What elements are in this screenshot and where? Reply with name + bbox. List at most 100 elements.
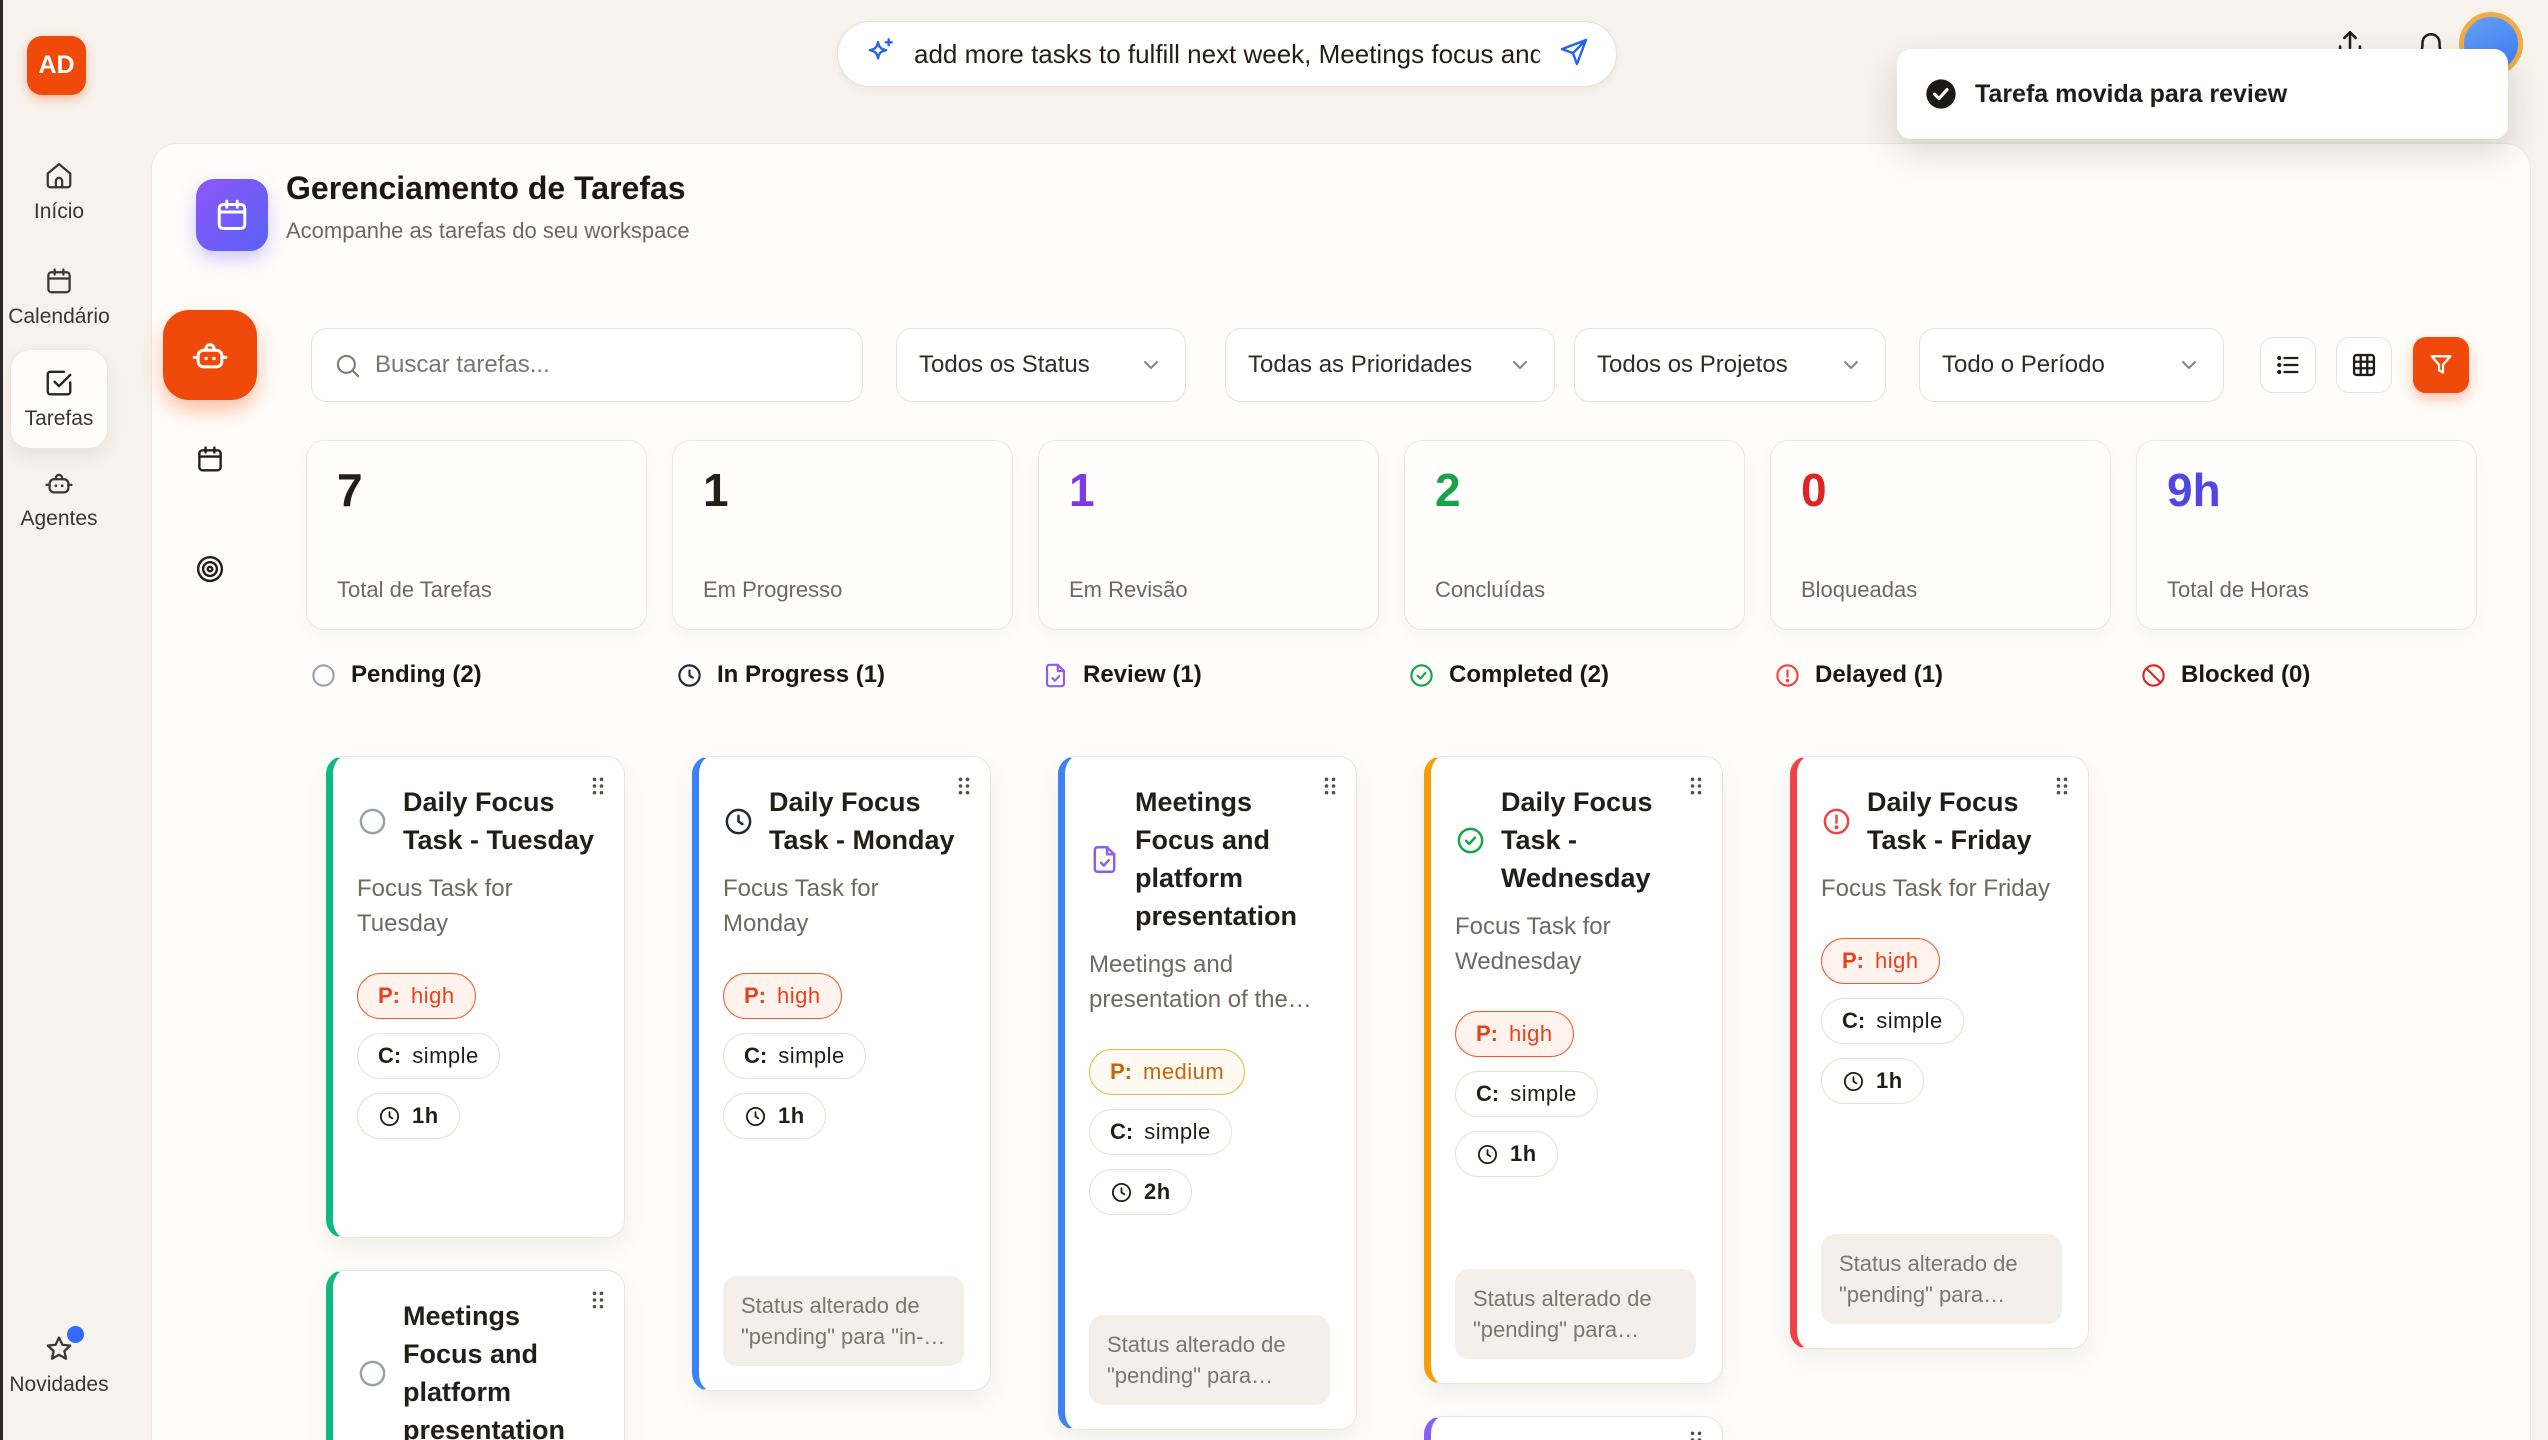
status-pending-icon <box>359 1360 386 1386</box>
drag-handle-icon[interactable] <box>1324 777 1336 795</box>
priority-badge: P: medium <box>1089 1049 1246 1095</box>
column-title: Pending (2) <box>351 661 482 688</box>
status-filter-select[interactable]: Todos os Status <box>896 328 1186 402</box>
drag-handle-icon[interactable] <box>2056 777 2068 795</box>
stat-value: 2 <box>1435 464 1461 516</box>
ai-command-bar[interactable] <box>837 21 1617 87</box>
sidebar-item-novidades[interactable]: Novidades <box>3 1326 115 1397</box>
sidebar: AD Início Calendário Tarefas Agentes Nov… <box>3 0 151 1440</box>
priority-badge: P: high <box>1455 1011 1574 1057</box>
column-header: Review (1) <box>1042 656 1342 694</box>
status-change-note: Status alterado de "pending" para "in-… <box>723 1276 964 1366</box>
card-title: Meetings Focus and platform presentation <box>403 1301 566 1440</box>
sidebar-item-agentes[interactable]: Agentes <box>3 468 115 531</box>
rail-item-calendar[interactable] <box>195 444 225 474</box>
card-title: Daily Focus Task - Wednesday <box>1501 787 1653 893</box>
task-card[interactable]: Meetings Focus and platform presentation <box>326 1270 625 1440</box>
check-square-icon <box>44 368 74 403</box>
search-icon <box>336 354 360 377</box>
circle-icon <box>312 663 335 687</box>
send-icon[interactable] <box>1558 36 1590 73</box>
drag-handle-icon[interactable] <box>1690 777 1702 795</box>
column-review: Review (1) Meetings Focus and platform p… <box>1042 656 1357 1440</box>
task-card[interactable]: Daily Focus Task - Monday Focus Task for… <box>692 756 991 1391</box>
column-header: Completed (2) <box>1408 656 1708 694</box>
filter-button[interactable] <box>2413 337 2469 393</box>
stat-bloqueadas: 0 Bloqueadas <box>1770 440 2111 630</box>
clock-icon <box>678 663 701 687</box>
check-circle-icon <box>1926 79 1956 109</box>
toast-message: Tarefa movida para review <box>1975 79 2288 108</box>
sidebar-item-calendario[interactable]: Calendário <box>3 266 115 329</box>
sidebar-item-label: Tarefas <box>24 406 94 430</box>
stat-label: Total de Horas <box>2167 577 2309 602</box>
status-review-icon <box>1093 845 1116 873</box>
ai-prompt-input[interactable] <box>914 38 1540 70</box>
card-list: Meetings Focus and platform presentation… <box>1058 756 1357 1430</box>
stat-value: 9h <box>2167 464 2221 516</box>
chevron-down-icon <box>1844 361 1858 369</box>
clock-icon <box>1111 1182 1132 1202</box>
toast-notification: Tarefa movida para review <box>1897 49 2508 139</box>
status-in-progress-icon <box>725 808 752 834</box>
grid-view-button[interactable] <box>2336 337 2392 393</box>
badge-list: P: high C: simple 1h <box>1821 938 2062 1104</box>
card-title-row: Daily Focus Task - Tuesday <box>357 783 598 859</box>
search-box[interactable] <box>311 328 863 402</box>
complexity-badge: C: simple <box>1455 1071 1598 1117</box>
chevron-down-icon <box>2182 361 2196 369</box>
time-badge: 2h <box>1089 1169 1192 1215</box>
task-card[interactable]: Daily Focus Task - Wednesday Focus Task … <box>1424 756 1723 1384</box>
card-title: Meetings Focus and platform presentation <box>1135 787 1298 931</box>
priority-badge: P: high <box>1821 938 1940 984</box>
project-filter-value: Todos os Projetos <box>1597 351 1788 378</box>
kanban-board: Pending (2) Daily Focus Task - Tuesday F… <box>310 656 2440 1440</box>
complexity-badge: C: simple <box>1089 1109 1232 1155</box>
column-title: Blocked (0) <box>2181 661 2311 688</box>
column-delayed: Delayed (1) Daily Focus Task - Friday Fo… <box>1774 656 2089 1440</box>
robot-icon <box>192 343 228 369</box>
sparkles-icon <box>864 36 896 73</box>
complexity-badge: C: simple <box>723 1033 866 1079</box>
task-card[interactable]: Daily Focus Task - Friday Focus Task for… <box>1790 756 2089 1349</box>
search-input[interactable] <box>375 351 840 379</box>
drag-handle-icon[interactable] <box>958 777 970 795</box>
stat-label: Em Revisão <box>1069 577 1188 602</box>
card-title-row: Daily Focus Task - Wednesday <box>1455 783 1696 897</box>
list-view-button[interactable] <box>2260 337 2316 393</box>
rail-item-target[interactable] <box>195 554 225 584</box>
task-card[interactable]: Meetings Focus and platform presentation… <box>1058 756 1357 1430</box>
sidebar-item-label: Novidades <box>9 1373 109 1396</box>
task-card[interactable] <box>1424 1416 1723 1440</box>
column-header: Blocked (0) <box>2140 656 2440 694</box>
stat-concluidas: 2 Concluídas <box>1404 440 1745 630</box>
workspace-logo[interactable]: AD <box>27 36 86 95</box>
status-change-note: Status alterado de "pending" para… <box>1455 1269 1696 1359</box>
card-description: Focus Task for Friday <box>1821 875 2050 902</box>
time-badge: 1h <box>357 1093 460 1139</box>
card-list: Daily Focus Task - Tuesday Focus Task fo… <box>326 756 625 1440</box>
column-title: Delayed (1) <box>1815 661 1944 688</box>
drag-handle-icon[interactable] <box>592 1291 604 1309</box>
card-title-row: Daily Focus Task - Friday <box>1821 783 2062 859</box>
stat-em-progresso: 1 Em Progresso <box>672 440 1013 630</box>
card-list: Daily Focus Task - Monday Focus Task for… <box>692 756 991 1391</box>
calendar-icon <box>217 199 247 230</box>
task-card[interactable]: Daily Focus Task - Tuesday Focus Task fo… <box>326 756 625 1238</box>
badge-list: P: high C: simple 1h <box>723 973 964 1139</box>
drag-handle-icon[interactable] <box>1690 1431 1702 1440</box>
sidebar-item-inicio[interactable]: Início <box>3 161 115 224</box>
target-icon <box>196 555 224 583</box>
project-filter-select[interactable]: Todos os Projetos <box>1574 328 1886 402</box>
drag-handle-icon[interactable] <box>592 777 604 795</box>
sidebar-item-tarefas[interactable]: Tarefas <box>10 349 108 449</box>
calendar-icon <box>198 446 222 472</box>
card-description: Focus Task for Wednesday <box>1455 913 1611 975</box>
column-header: Pending (2) <box>310 656 610 694</box>
chevron-down-icon <box>1513 361 1527 369</box>
priority-filter-select[interactable]: Todas as Prioridades <box>1225 328 1555 402</box>
chevron-down-icon <box>1144 361 1158 369</box>
period-filter-select[interactable]: Todo o Período <box>1919 328 2224 402</box>
column-title: Review (1) <box>1083 661 1202 688</box>
rail-item-agents-active[interactable] <box>163 310 257 400</box>
